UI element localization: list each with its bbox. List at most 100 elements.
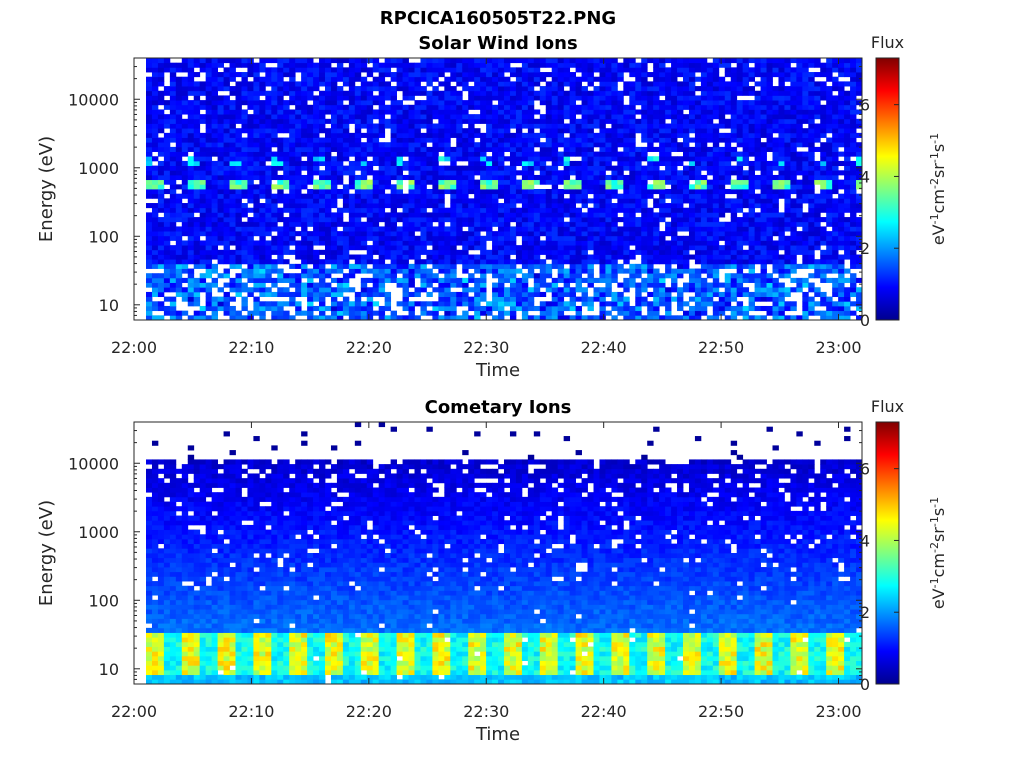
heatmap-cell — [736, 156, 744, 162]
heatmap-cell — [402, 165, 409, 171]
heatmap-cell — [462, 86, 469, 92]
heatmap-cell — [563, 179, 571, 185]
heatmap-cell — [181, 287, 189, 293]
heatmap-cell — [301, 165, 308, 171]
heatmap-cell — [354, 217, 362, 223]
heatmap-cell — [265, 151, 272, 157]
heatmap-cell — [319, 174, 326, 181]
heatmap-cell — [456, 128, 463, 134]
heatmap-cell — [265, 156, 272, 162]
heatmap-cell — [408, 160, 415, 167]
heatmap-cell — [181, 128, 189, 134]
heatmap-cell — [163, 179, 171, 185]
heatmap-cell — [706, 296, 714, 302]
heatmap-cell — [617, 90, 624, 96]
heatmap-cell — [330, 193, 338, 199]
heatmap-cell — [336, 174, 344, 181]
heatmap-cell — [665, 95, 672, 101]
heatmap-cell — [146, 118, 153, 124]
heatmap-cell — [384, 146, 392, 152]
figure-title: RPCICA160505T22.PNG — [380, 8, 616, 29]
heatmap-cell — [181, 296, 189, 302]
heatmap-cell — [557, 104, 565, 110]
heatmap-cell — [193, 179, 201, 185]
heatmap-cell — [330, 301, 338, 307]
heatmap-cell — [551, 100, 559, 106]
heatmap-cell — [456, 282, 463, 288]
heatmap-cell — [348, 90, 356, 96]
heatmap-cell — [509, 170, 517, 176]
heatmap-cell — [336, 156, 344, 162]
heatmap-cell — [283, 128, 290, 134]
heatmap-cell — [265, 128, 272, 134]
heatmap-cell — [157, 90, 165, 96]
heatmap-cell — [187, 104, 195, 110]
heatmap-cell — [599, 259, 606, 265]
heatmap-cell — [181, 100, 189, 106]
heatmap-cell — [283, 151, 290, 157]
heatmap-cell — [635, 76, 642, 82]
heatmap-cell — [313, 100, 320, 106]
heatmap-cell — [163, 305, 171, 312]
heatmap-cell — [641, 254, 648, 260]
heatmap-cell — [718, 193, 726, 199]
heatmap-cell — [742, 104, 750, 110]
heatmap-cell — [456, 184, 463, 190]
heatmap-cell — [635, 203, 642, 209]
heatmap-cell — [366, 142, 374, 148]
heatmap-cell — [635, 156, 642, 162]
heatmap-cell — [623, 160, 630, 167]
heatmap-cell — [402, 296, 409, 302]
heatmap-cell — [235, 310, 242, 316]
heatmap-cell — [146, 90, 153, 96]
heatmap-cell — [706, 203, 714, 209]
heatmap-cell — [659, 203, 666, 209]
heatmap-cell — [605, 146, 612, 152]
heatmap-cell — [289, 212, 296, 218]
heatmap-cell — [718, 160, 726, 167]
heatmap-cell — [539, 193, 547, 199]
heatmap-cell — [492, 259, 499, 265]
heatmap-cell — [438, 235, 445, 241]
heatmap-cell — [330, 128, 338, 134]
heatmap-cell — [533, 245, 541, 251]
heatmap-cell — [593, 165, 600, 171]
heatmap-cell — [259, 86, 266, 92]
heatmap-cell — [319, 198, 326, 204]
heatmap-cell — [509, 104, 517, 110]
heatmap-cell — [199, 310, 207, 316]
heatmap-cell — [498, 212, 505, 218]
heatmap-cell — [557, 315, 565, 321]
heatmap-cell — [223, 305, 230, 312]
heatmap-cell — [605, 268, 612, 274]
heatmap-cell — [307, 58, 314, 64]
heatmap-cell — [247, 86, 254, 92]
heatmap-cell — [253, 174, 260, 181]
heatmap-cell — [677, 226, 684, 232]
heatmap-cell — [527, 301, 535, 307]
heatmap-cell — [259, 67, 266, 73]
heatmap-cell — [557, 62, 565, 68]
heatmap-cell — [420, 226, 427, 232]
heatmap-cell — [157, 118, 165, 124]
heatmap-cell — [706, 151, 714, 157]
heatmap-cell — [736, 193, 744, 199]
heatmap-cell — [390, 235, 397, 241]
heatmap-cell — [295, 301, 302, 307]
heatmap-cell — [205, 72, 213, 78]
heatmap-cell — [539, 114, 547, 120]
heatmap-cell — [163, 254, 171, 260]
heatmap-cell — [498, 315, 505, 321]
heatmap-cell — [462, 282, 469, 288]
heatmap-cell — [146, 212, 153, 218]
heatmap-cell — [545, 109, 553, 115]
heatmap-cell — [563, 254, 571, 260]
heatmap-cell — [193, 118, 201, 124]
heatmap-cell — [193, 109, 201, 115]
heatmap-cell — [229, 118, 236, 124]
heatmap-cell — [498, 81, 505, 87]
heatmap-cell — [325, 282, 332, 288]
heatmap-cell — [694, 240, 702, 246]
heatmap-cell — [199, 189, 207, 195]
heatmap-cell — [277, 95, 284, 101]
